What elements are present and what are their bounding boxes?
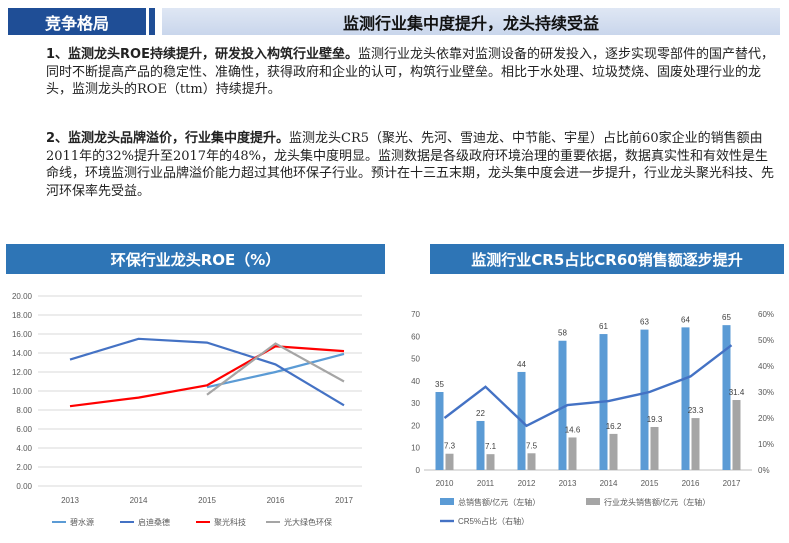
cr5-legend-label: 行业龙头销售额/亿元（左轴）	[604, 497, 710, 507]
cr5-leader-data-label: 14.6	[565, 425, 581, 434]
cr5-leader-bar	[445, 453, 454, 470]
paragraph-1: 1、监测龙头ROE持续提升，研发投入构筑行业壁垒。监测行业龙头依靠对监测设备的研…	[46, 46, 776, 99]
cr5-legend-label: 总销售额/亿元（左轴）	[458, 497, 540, 507]
roe-x-tick-label: 2015	[198, 496, 216, 505]
cr5-leader-bar	[650, 426, 659, 470]
cr5-left-tick-label: 0	[416, 466, 421, 475]
roe-y-tick-label: 14.00	[12, 349, 33, 358]
cr5-x-tick-label: 2010	[436, 479, 454, 488]
cr5-left-tick-label: 50	[411, 355, 420, 364]
cr5-total-bar	[435, 392, 444, 470]
cr5-total-data-label: 61	[599, 322, 608, 331]
cr5-left-tick-label: 20	[411, 421, 420, 430]
cr5-chart-title: 监测行业CR5占比CR60销售额逐步提升	[430, 244, 784, 274]
cr5-leader-data-label: 7.3	[444, 442, 456, 451]
roe-y-tick-label: 18.00	[12, 311, 33, 320]
cr5-legend-swatch	[586, 498, 600, 505]
cr5-chart-svg: 0 10 20 30 40 50 60 70 0% 10% 20% 30% 40% 50% 60% 35 7.3…	[411, 310, 774, 526]
cr5-right-tick-label: 60%	[758, 310, 774, 319]
roe-legend-label: 聚光科技	[214, 517, 246, 527]
cr5-left-tick-label: 10	[411, 444, 420, 453]
roe-y-tick-label: 0.00	[16, 482, 32, 491]
cr5-total-data-label: 65	[722, 313, 731, 322]
roe-series-line-1	[69, 337, 345, 407]
cr5-total-bar	[640, 329, 649, 470]
paragraph-2-body: 监测龙头CR5（聚光、先河、雪迪龙、中节能、宇星）占比前60家企业的销售额由20…	[46, 131, 775, 199]
cr5-share-line	[443, 344, 733, 428]
cr5-total-data-label: 58	[558, 329, 567, 338]
cr5-leader-bar	[486, 454, 495, 470]
cr5-leader-bar	[527, 453, 536, 470]
cr5-total-data-label: 35	[435, 380, 444, 389]
cr5-leader-data-label: 31.4	[729, 388, 745, 397]
cr5-leader-bar	[568, 437, 577, 470]
section-tag: 竞争格局	[8, 8, 146, 35]
cr5-right-tick-label: 30%	[758, 388, 774, 397]
roe-x-tick-label: 2013	[61, 496, 79, 505]
roe-y-tick-label: 20.00	[12, 292, 33, 301]
cr5-chart: 0 10 20 30 40 50 60 70 0% 10% 20% 30% 40% 50% 60% 35 7.3…	[400, 280, 789, 543]
roe-chart-title: 环保行业龙头ROE（%）	[6, 244, 385, 274]
roe-y-tick-label: 16.00	[12, 330, 33, 339]
roe-x-tick-label: 2017	[335, 496, 353, 505]
cr5-total-bar	[558, 340, 567, 470]
cr5-x-tick-label: 2013	[559, 479, 577, 488]
roe-x-tick-label: 2016	[267, 496, 285, 505]
cr5-x-tick-label: 2016	[682, 479, 700, 488]
roe-series-line-3	[206, 342, 345, 396]
cr5-legend-swatch	[440, 498, 454, 505]
cr5-leader-bar	[691, 418, 700, 470]
cr5-leader-data-label: 16.2	[606, 422, 622, 431]
cr5-leader-data-label: 23.3	[688, 406, 704, 415]
paragraph-2-heading: 2、监测龙头品牌溢价，行业集中度提升。	[46, 131, 290, 146]
cr5-leader-bar	[609, 433, 618, 470]
roe-legend-label: 光大绿色环保	[284, 517, 332, 527]
cr5-right-tick-label: 20%	[758, 414, 774, 423]
paragraph-2: 2、监测龙头品牌溢价，行业集中度提升。监测龙头CR5（聚光、先河、雪迪龙、中节能…	[46, 130, 776, 200]
cr5-right-tick-label: 0%	[758, 466, 770, 475]
roe-y-tick-label: 2.00	[16, 463, 32, 472]
cr5-left-tick-label: 60	[411, 332, 420, 341]
roe-legend-label: 启迪桑德	[138, 517, 170, 527]
cr5-leader-bar	[732, 400, 741, 470]
paragraph-1-body: 监测行业龙头依靠对监测设备的研发投入，逐步实现零部件的国产替代，同时不断提高产品…	[46, 47, 775, 97]
cr5-right-tick-label: 10%	[758, 440, 774, 449]
roe-y-tick-label: 10.00	[12, 387, 33, 396]
roe-chart-svg: 0.00 2.00 4.00 6.00 8.00 10.00 12.00 14.00 16.00…	[12, 292, 362, 527]
cr5-total-data-label: 63	[640, 318, 649, 327]
cr5-left-tick-label: 70	[411, 310, 420, 319]
cr5-x-tick-label: 2011	[477, 479, 495, 488]
roe-y-tick-label: 12.00	[12, 368, 33, 377]
cr5-left-tick-label: 30	[411, 399, 420, 408]
cr5-right-tick-label: 40%	[758, 362, 774, 371]
cr5-total-bar	[476, 420, 485, 470]
tag-divider	[149, 8, 155, 35]
roe-chart: 0.00 2.00 4.00 6.00 8.00 10.00 12.00 14.00 16.00…	[0, 280, 380, 543]
roe-series-line-2	[69, 345, 345, 408]
roe-series-line-0	[206, 352, 345, 389]
page-title: 监测行业集中度提升，龙头持续受益	[162, 8, 780, 35]
cr5-total-bar	[722, 325, 731, 470]
cr5-leader-data-label: 7.1	[485, 442, 497, 451]
cr5-x-tick-label: 2017	[723, 479, 741, 488]
roe-x-tick-label: 2014	[130, 496, 148, 505]
cr5-total-data-label: 44	[517, 360, 526, 369]
cr5-leader-data-label: 19.3	[647, 415, 663, 424]
roe-y-tick-label: 4.00	[16, 444, 32, 453]
cr5-total-bar	[681, 327, 690, 470]
cr5-x-tick-label: 2015	[641, 479, 659, 488]
cr5-total-data-label: 22	[476, 409, 485, 418]
cr5-leader-data-label: 7.5	[526, 441, 538, 450]
cr5-total-data-label: 64	[681, 315, 690, 324]
cr5-x-tick-label: 2014	[600, 479, 618, 488]
cr5-x-tick-label: 2012	[518, 479, 536, 488]
roe-y-tick-label: 6.00	[16, 425, 32, 434]
roe-y-tick-label: 8.00	[16, 406, 32, 415]
paragraph-1-heading: 1、监测龙头ROE持续提升，研发投入构筑行业壁垒。	[46, 47, 358, 62]
cr5-right-tick-label: 50%	[758, 336, 774, 345]
roe-legend-label: 碧水源	[70, 517, 94, 527]
cr5-legend-label: CR5%占比（右轴）	[458, 516, 529, 526]
cr5-left-tick-label: 40	[411, 377, 420, 386]
